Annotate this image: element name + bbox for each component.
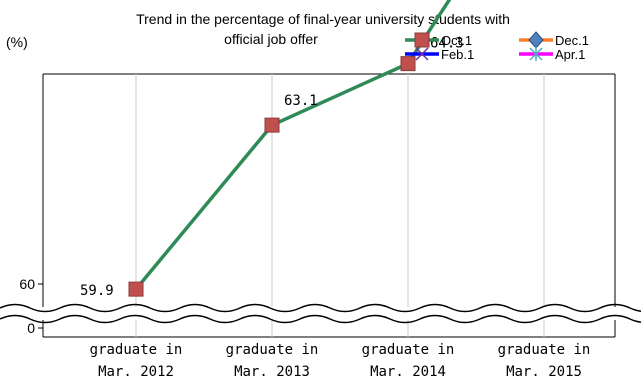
legend-item-dec1-swatch-marker (528, 31, 544, 49)
series-oct1-point-2 (264, 117, 280, 133)
series-oct1-point-3 (400, 56, 416, 72)
series-oct1-data-label-1: 59.9 (80, 283, 114, 299)
x-tick-label-3-line-1: graduate in (362, 342, 455, 358)
chart-title-line-2: official job offer (224, 31, 318, 47)
axis-break-lower-wave (0, 314, 641, 324)
y-tick-label-60: 60 (19, 276, 35, 292)
x-tick-label-1-line-2: Mar. 2012 (98, 364, 174, 380)
legend-item-feb1-swatch-marker (415, 47, 429, 61)
x-tick-label-1-line-1: graduate in (90, 342, 183, 358)
legend: Oct.1 Dec.1 Feb.1 Apr.1 (405, 31, 589, 62)
legend-item-apr1-swatch-marker (529, 47, 543, 61)
chart-title-line-1: Trend in the percentage of final-year un… (136, 11, 510, 27)
y-axis-label: (%) (6, 34, 28, 50)
legend-item-oct1-label: Oct.1 (441, 33, 472, 48)
series-oct1-line (134, 0, 452, 291)
x-tick-label-4-line-1: graduate in (498, 342, 591, 358)
axis-break-upper-wave (0, 303, 641, 313)
legend-item-dec1-label: Dec.1 (555, 33, 589, 48)
series-oct1-point-1 (128, 281, 144, 297)
x-tick-label-2-line-2: Mar. 2013 (234, 364, 310, 380)
x-tick-label-4-line-2: Mar. 2015 (506, 364, 582, 380)
legend-item-feb1: Feb.1 (405, 47, 474, 62)
series-oct1-data-label-2: 63.1 (284, 93, 318, 109)
y-tick-label-0: 0 (27, 320, 35, 336)
axis-break-mask (0, 307, 641, 320)
legend-item-dec1: Dec.1 (519, 31, 589, 49)
x-tick-label-3-line-2: Mar. 2014 (370, 364, 446, 380)
chart-title: Trend in the percentage of final-year un… (136, 11, 510, 47)
legend-item-apr1-label: Apr.1 (555, 47, 585, 62)
x-tick-label-2-line-1: graduate in (226, 342, 319, 358)
legend-item-apr1: Apr.1 (519, 47, 585, 62)
legend-item-feb1-label: Feb.1 (441, 47, 474, 62)
legend-item-oct1: Oct.1 (405, 32, 472, 48)
legend-item-oct1-swatch-marker (414, 32, 430, 48)
